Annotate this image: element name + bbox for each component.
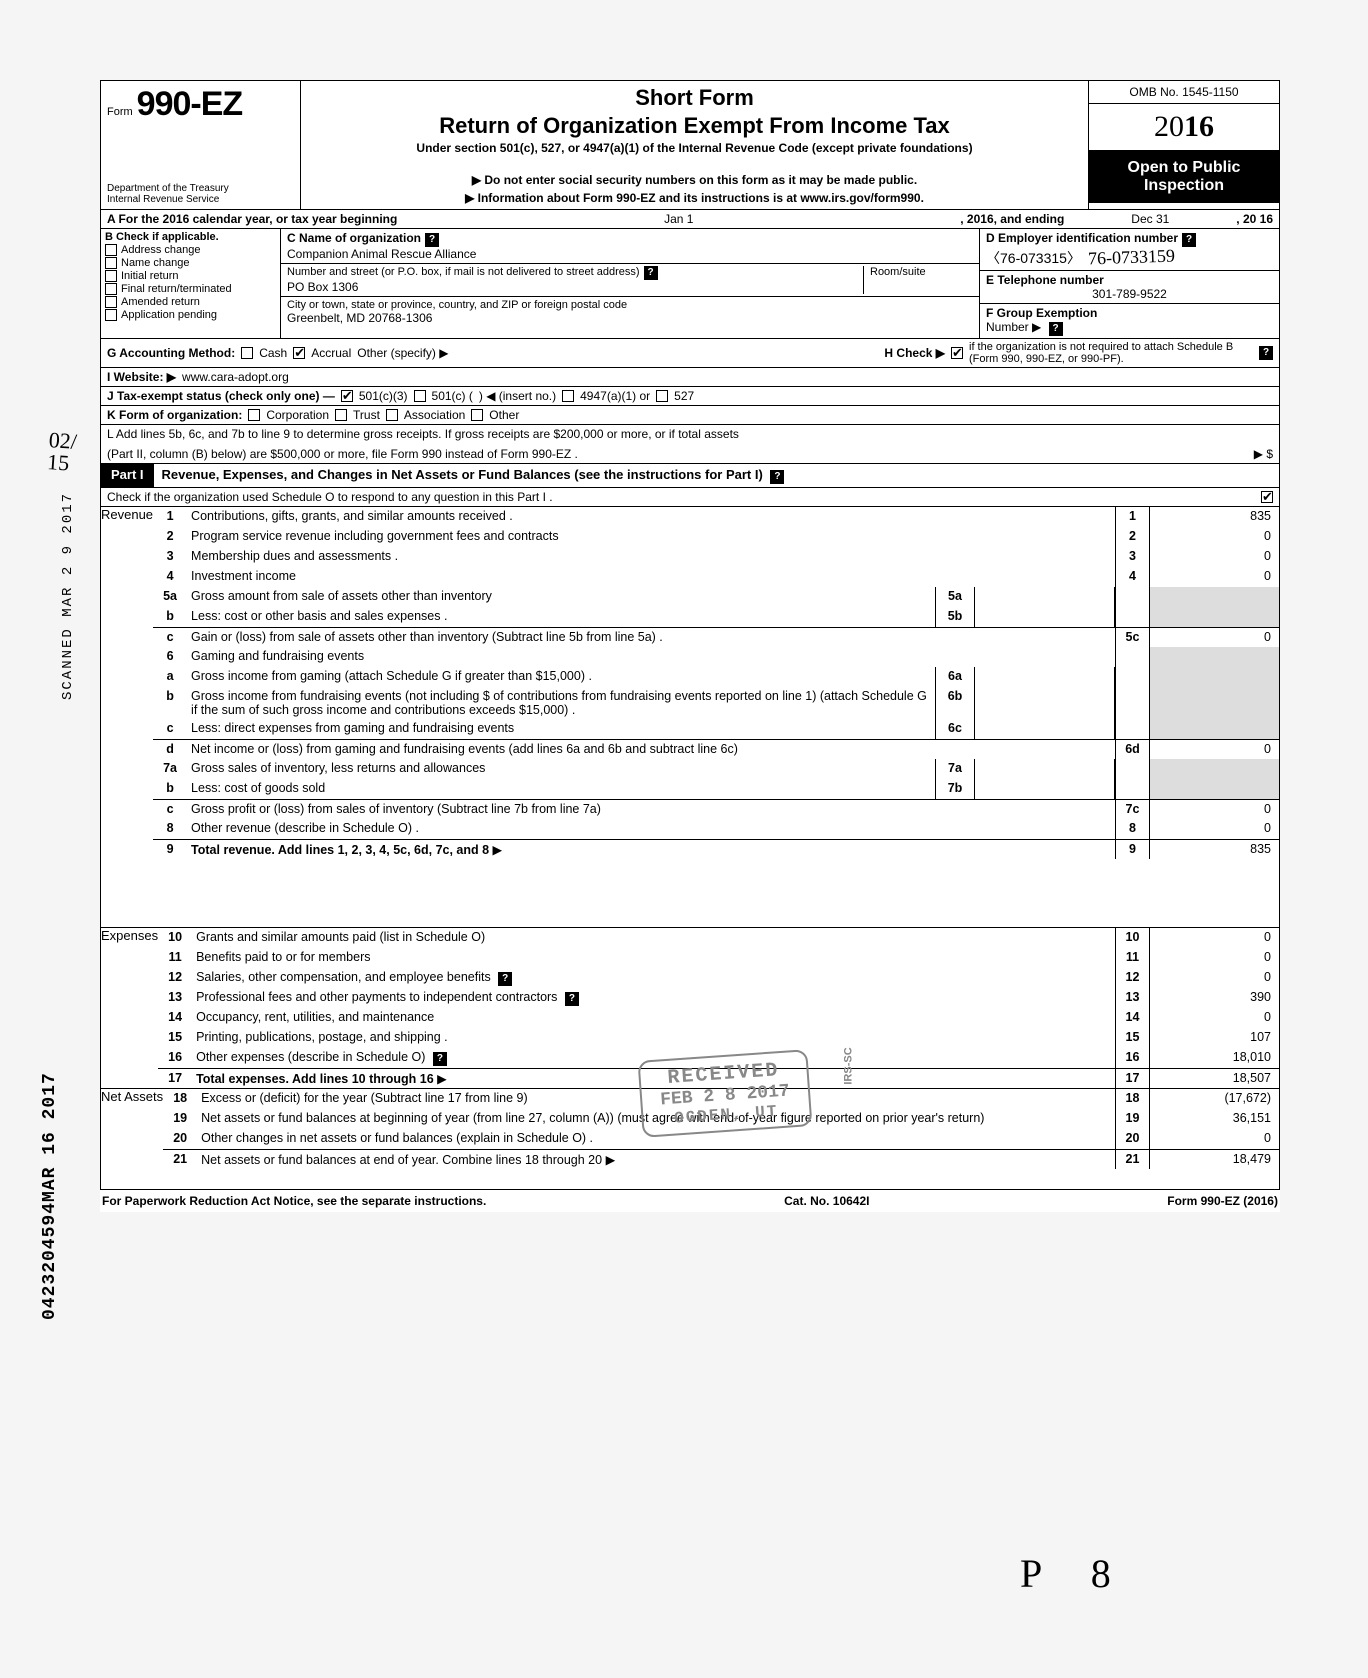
checkbox[interactable]	[105, 309, 117, 321]
form-footer: For Paperwork Reduction Act Notice, see …	[100, 1190, 1280, 1212]
return-title: Return of Organization Exempt From Incom…	[309, 113, 1080, 139]
omb-number: OMB No. 1545-1150	[1089, 81, 1279, 104]
help-icon[interactable]: ?	[1182, 233, 1196, 247]
help-icon[interactable]: ?	[1259, 346, 1273, 360]
checkbox-cash[interactable]	[241, 347, 253, 359]
help-icon[interactable]: ?	[770, 470, 784, 484]
row-i-website: I Website: ▶ www.cara-adopt.org	[100, 368, 1280, 387]
info-link: ▶ Information about Form 990-EZ and its …	[309, 191, 1080, 205]
checkbox[interactable]	[248, 409, 260, 421]
part1-lines: Revenue 1Contributions, gifts, grants, a…	[100, 507, 1280, 1190]
checkbox[interactable]	[471, 409, 483, 421]
row-a-calendar-year: A For the 2016 calendar year, or tax yea…	[100, 210, 1280, 229]
scanned-stamp-margin: SCANNED MAR 2 9 2017	[60, 492, 76, 700]
catalog-number: Cat. No. 10642I	[784, 1194, 869, 1208]
checkbox[interactable]	[386, 409, 398, 421]
ssn-warning: ▶ Do not enter social security numbers o…	[309, 173, 1080, 187]
checkbox-schedule-o[interactable]	[1261, 491, 1273, 503]
checkbox[interactable]	[335, 409, 347, 421]
help-icon[interactable]: ?	[565, 992, 579, 1006]
under-section: Under section 501(c), 527, or 4947(a)(1)…	[309, 141, 1080, 155]
block-bcd: B Check if applicable. Address change Na…	[100, 229, 1280, 339]
dept-irs: Internal Revenue Service	[107, 194, 294, 205]
org-name: Companion Animal Rescue Alliance	[287, 247, 973, 261]
handwritten-date: 02/15	[46, 429, 77, 475]
form-header: Form 990-EZ Department of the Treasury I…	[100, 80, 1280, 210]
checkbox-schedule-b[interactable]	[951, 347, 963, 359]
section-d: D Employer identification number? 〈76-07…	[979, 229, 1279, 338]
row-gh: G Accounting Method: Cash Accrual Other …	[100, 339, 1280, 368]
part1-check-line: Check if the organization used Schedule …	[100, 488, 1280, 507]
netassets-side-label: Net Assets	[101, 1089, 163, 1189]
checkbox-501c[interactable]	[414, 390, 426, 402]
form-page: Form 990-EZ Department of the Treasury I…	[100, 80, 1280, 1212]
checkbox-4947[interactable]	[562, 390, 574, 402]
website-url: www.cara-adopt.org	[182, 370, 289, 384]
checkbox[interactable]	[105, 283, 117, 295]
ein-handwritten: 76-0733159	[1088, 245, 1176, 269]
open-to-public: Open to PublicInspection	[1089, 151, 1279, 203]
help-icon[interactable]: ?	[433, 1052, 447, 1066]
form-ref: Form 990-EZ (2016)	[1167, 1194, 1278, 1208]
help-icon[interactable]: ?	[1049, 322, 1063, 336]
row-l: L Add lines 5b, 6c, and 7b to line 9 to …	[100, 425, 1280, 464]
section-c: C Name of organization? Companion Animal…	[281, 229, 979, 338]
city-state-zip: Greenbelt, MD 20768-1306	[287, 311, 973, 325]
handwritten-page-marks: P 8	[1020, 1550, 1111, 1597]
section-b: B Check if applicable. Address change Na…	[101, 229, 281, 338]
checkbox[interactable]	[105, 270, 117, 282]
part1-label: Part I	[101, 464, 154, 487]
tax-year: 2016	[1089, 104, 1279, 151]
revenue-side-label: Revenue	[101, 507, 153, 927]
checkbox[interactable]	[105, 244, 117, 256]
row-j-tax-status: J Tax-exempt status (check only one) — 5…	[100, 387, 1280, 406]
part1-header: Part I Revenue, Expenses, and Changes in…	[100, 464, 1280, 488]
help-icon[interactable]: ?	[498, 972, 512, 986]
short-form-title: Short Form	[309, 85, 1080, 111]
irs-sc-stamp: IRS-SC	[843, 1047, 855, 1084]
help-icon[interactable]: ?	[425, 233, 439, 247]
paperwork-notice: For Paperwork Reduction Act Notice, see …	[102, 1194, 486, 1208]
checkbox[interactable]	[105, 296, 117, 308]
part1-title: Revenue, Expenses, and Changes in Net As…	[162, 467, 763, 482]
help-icon[interactable]: ?	[644, 266, 658, 280]
expenses-side-label: Expenses	[101, 928, 158, 1088]
form-number: 990-EZ	[137, 85, 243, 124]
dept-treasury: Department of the Treasury	[107, 183, 294, 194]
row-k-org-form: K Form of organization: Corporation Trus…	[100, 406, 1280, 425]
checkbox-527[interactable]	[656, 390, 668, 402]
phone-number: 301-789-9522	[986, 287, 1273, 301]
checkbox-501c3[interactable]	[341, 390, 353, 402]
dln-margin: 0423204594MAR 16 2017	[40, 1072, 60, 1320]
room-suite-label: Room/suite	[863, 266, 973, 294]
street-address: PO Box 1306	[287, 280, 863, 294]
checkbox[interactable]	[105, 257, 117, 269]
form-label: Form	[107, 106, 133, 118]
checkbox-accrual[interactable]	[293, 347, 305, 359]
